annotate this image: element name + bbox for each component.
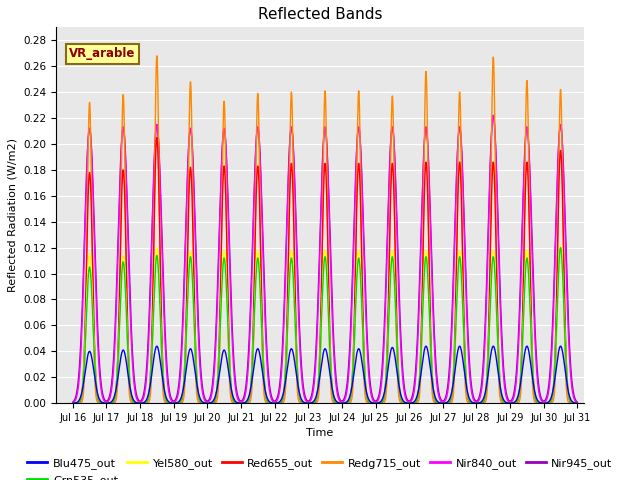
Nir945_out [452,192,460,198]
Yel580_out [308,400,316,406]
Redg715_out [546,400,554,406]
Nir840_out [452,201,460,207]
Title: Reflected Bands: Reflected Bands [258,7,382,22]
Red655_out [308,400,316,406]
Line: Red655_out: Red655_out [73,137,577,403]
Redg715_out [69,400,77,406]
Nir840_out [241,396,248,402]
Yel580_out [452,320,460,325]
Grn535_out [452,323,460,329]
Blu475_out [308,400,316,406]
Nir945_out [546,370,554,375]
Yel580_out [552,334,560,340]
Nir840_out [438,399,445,405]
Blu475_out [438,400,445,406]
Grn535_out [308,400,316,406]
Blu475_out [557,343,564,349]
Nir840_out [490,112,497,118]
Yel580_out [438,400,445,406]
Red655_out [552,310,560,316]
Blu475_out [452,361,460,367]
Nir945_out [490,112,497,118]
Nir945_out [69,399,77,405]
Nir945_out [308,393,316,398]
Redg715_out [241,400,248,406]
Yel580_out [573,400,581,406]
Nir945_out [573,399,581,405]
Red655_out [573,400,581,406]
Yel580_out [241,400,248,406]
Line: Blu475_out: Blu475_out [73,346,577,403]
Blu475_out [573,400,581,406]
Blu475_out [552,366,560,372]
Redg715_out [438,400,445,406]
Grn535_out [241,400,248,406]
Redg715_out [308,400,316,406]
Grn535_out [69,400,77,406]
Nir945_out [552,208,560,214]
Redg715_out [552,343,560,349]
Line: Yel580_out: Yel580_out [73,246,577,403]
Line: Grn535_out: Grn535_out [73,248,577,403]
Redg715_out [573,400,581,406]
Grn535_out [573,400,581,406]
X-axis label: Time: Time [307,429,333,438]
Nir840_out [552,218,560,224]
Red655_out [452,288,460,293]
Nir840_out [546,378,554,384]
Red655_out [241,400,248,406]
Y-axis label: Reflected Radiation (W/m2): Reflected Radiation (W/m2) [8,138,17,292]
Line: Redg715_out: Redg715_out [73,56,577,403]
Yel580_out [546,399,554,405]
Yel580_out [69,400,77,406]
Line: Nir945_out: Nir945_out [73,115,577,402]
Grn535_out [552,335,560,340]
Nir945_out [241,393,248,398]
Grn535_out [546,399,554,405]
Blu475_out [241,400,248,406]
Red655_out [153,134,161,140]
Nir840_out [308,396,316,401]
Red655_out [546,400,554,406]
Red655_out [438,400,445,406]
Redg715_out [452,312,460,317]
Line: Nir840_out: Nir840_out [73,115,577,403]
Red655_out [69,400,77,406]
Nir840_out [573,400,581,406]
Blu475_out [546,397,554,403]
Nir840_out [69,400,77,406]
Yel580_out [557,243,564,249]
Text: VR_arable: VR_arable [69,48,136,60]
Nir945_out [438,397,445,403]
Blu475_out [69,400,77,406]
Grn535_out [557,245,564,251]
Legend: Blu475_out, Grn535_out, Yel580_out, Red655_out, Redg715_out, Nir840_out, Nir945_: Blu475_out, Grn535_out, Yel580_out, Red6… [23,454,617,480]
Grn535_out [438,400,445,406]
Redg715_out [153,53,161,59]
